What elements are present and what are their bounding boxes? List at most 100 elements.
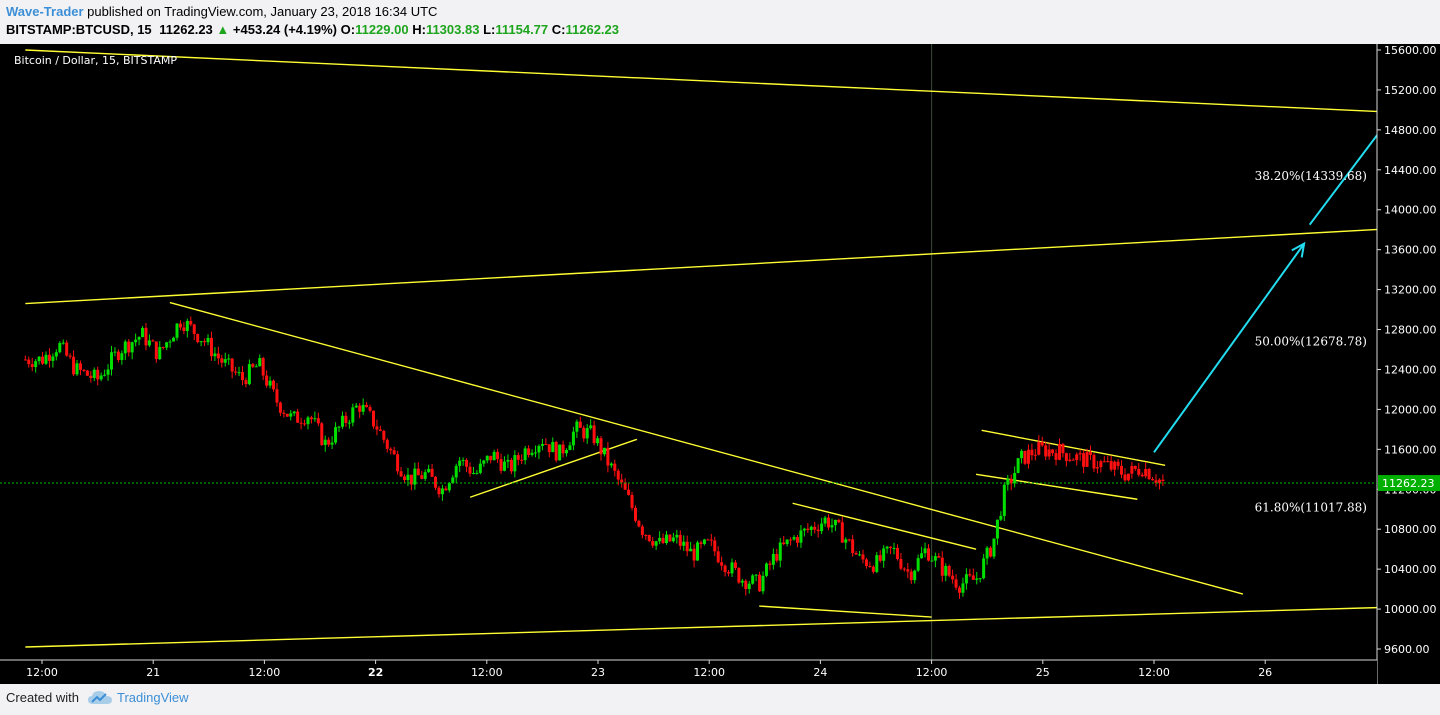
candle-body (585, 428, 589, 439)
candle-body (592, 425, 596, 444)
candle-body (899, 559, 903, 569)
candle-body (809, 526, 813, 530)
candle-body (699, 542, 703, 544)
candle-body (168, 341, 172, 343)
candle-body (1085, 451, 1089, 467)
candle-body (206, 337, 210, 343)
candle-body (613, 463, 617, 471)
candle-body (185, 320, 189, 331)
candle-body (1061, 444, 1065, 454)
tradingview-cloud-icon[interactable] (87, 689, 113, 707)
price-axis-background (1377, 44, 1440, 684)
candle-body (261, 358, 265, 376)
candle-body (285, 413, 289, 417)
candle-body (265, 375, 269, 386)
candle-body (795, 537, 799, 543)
candle-body (540, 444, 544, 446)
candle-body (1075, 454, 1079, 460)
candle-body (637, 520, 641, 527)
candle-body (792, 537, 796, 540)
candle-body (1113, 461, 1117, 470)
candle-body (89, 375, 93, 378)
price-chart[interactable]: 38.20%(14339.68) 50.00%(12678.78) 61.80%(1… (0, 44, 1440, 684)
candle-body (1137, 468, 1141, 475)
candle-body (440, 488, 444, 495)
candle-body (289, 413, 293, 417)
candle-body (110, 352, 113, 370)
last-price-value: 11262.23 (159, 22, 213, 37)
candle-body (513, 455, 517, 472)
candle-body (861, 554, 865, 560)
candle-body (713, 540, 717, 552)
candle-body (616, 470, 620, 480)
candle-body (633, 507, 637, 521)
candle-body (1002, 484, 1006, 516)
candle-body (1133, 466, 1137, 469)
candle-body (854, 552, 858, 555)
candle-body (347, 422, 351, 424)
candle-body (154, 341, 158, 360)
x-tick-label: 24 (813, 666, 827, 679)
candle-body (471, 473, 475, 475)
candle-body (144, 327, 148, 346)
y-tick-label: 10400.00 (1384, 563, 1437, 576)
candle-body (375, 426, 379, 430)
candle-body (992, 538, 996, 557)
candle-body (716, 551, 720, 563)
candle-body (1144, 469, 1148, 477)
candle-body (258, 358, 262, 367)
candle-body (1140, 474, 1144, 477)
candle-body (926, 548, 930, 561)
candle-body (909, 571, 913, 581)
candle-body (147, 340, 151, 346)
candle-body (1116, 461, 1120, 466)
trendline (169, 301, 1244, 595)
candle-body (403, 476, 407, 481)
candle-body (664, 534, 668, 543)
candle-body (475, 472, 479, 474)
candle-body (761, 575, 765, 592)
projection-arrow (1153, 243, 1305, 453)
candle-body (82, 369, 86, 371)
candle-body (551, 442, 555, 453)
candle-body (568, 445, 572, 451)
candle-body (461, 459, 465, 461)
candle-body (416, 468, 420, 476)
author-link[interactable]: Wave-Trader (6, 4, 84, 19)
candle-body (137, 337, 141, 340)
x-tick-label: 12:00 (26, 666, 58, 679)
candle-body (902, 568, 906, 570)
tradingview-link[interactable]: TradingView (117, 690, 189, 705)
candle-body (482, 460, 486, 464)
candle-body (882, 548, 886, 561)
candle-body (316, 418, 320, 424)
candle-body (406, 474, 410, 481)
candle-body (1151, 479, 1155, 481)
candle-body (1157, 479, 1161, 483)
x-tick-label: 26 (1258, 666, 1272, 679)
x-tick-label: 25 (1036, 666, 1050, 679)
price-axis[interactable]: 9600.0010000.0010400.0010800.0011200.001… (1376, 44, 1440, 684)
candle-body (478, 463, 482, 473)
candle-body (489, 455, 493, 461)
candle-body (778, 542, 782, 561)
candle-body (620, 479, 624, 483)
y-tick-label: 13200.00 (1384, 284, 1437, 297)
candle-body (182, 327, 186, 331)
candle-body (96, 369, 100, 380)
trendline (975, 473, 1138, 500)
candle-body (858, 554, 862, 556)
candle-body (113, 351, 117, 353)
symbol-info: BITSTAMP:BTCUSD, 15 11262.23 ▲ +453.24 (… (6, 22, 619, 37)
candle-body (516, 455, 520, 460)
candle-body (54, 352, 58, 357)
candle-body (368, 407, 372, 411)
candle-body (23, 359, 27, 361)
time-axis[interactable]: 12:00 21 12:00 22 12:00 23 12:00 24 12:00 25 12:00… (0, 659, 1377, 684)
candle-body (41, 356, 45, 364)
candle-body (161, 346, 165, 348)
candle-body (496, 451, 500, 460)
candle-body (47, 354, 51, 361)
candle-body (30, 364, 34, 368)
candle-body (816, 529, 820, 532)
